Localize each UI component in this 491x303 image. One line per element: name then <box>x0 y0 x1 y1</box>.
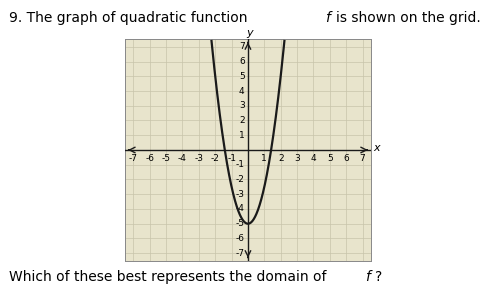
Text: y: y <box>246 28 253 38</box>
Text: -6: -6 <box>236 234 245 243</box>
Text: 2: 2 <box>239 116 245 125</box>
Text: is shown on the grid.: is shown on the grid. <box>336 11 481 25</box>
Text: 1: 1 <box>261 155 267 163</box>
Text: Which of these best represents the domain of: Which of these best represents the domai… <box>9 270 331 284</box>
Text: 1: 1 <box>239 131 245 140</box>
Text: 2: 2 <box>278 155 283 163</box>
Text: -4: -4 <box>236 205 245 214</box>
Text: 3: 3 <box>294 155 300 163</box>
Text: -3: -3 <box>236 190 245 199</box>
Text: -4: -4 <box>178 155 187 163</box>
Text: -2: -2 <box>236 175 245 184</box>
Text: 6: 6 <box>239 57 245 66</box>
Text: 6: 6 <box>343 155 349 163</box>
Text: -3: -3 <box>194 155 203 163</box>
Text: -6: -6 <box>145 155 154 163</box>
Text: 3: 3 <box>239 101 245 110</box>
Text: 9. The graph of quadratic function: 9. The graph of quadratic function <box>9 11 252 25</box>
Text: -7: -7 <box>236 249 245 258</box>
Text: f: f <box>325 11 330 25</box>
Text: 4: 4 <box>311 155 316 163</box>
Text: -1: -1 <box>227 155 236 163</box>
Text: f: f <box>365 270 370 284</box>
Text: x: x <box>373 143 380 153</box>
Text: -7: -7 <box>129 155 138 163</box>
Text: -2: -2 <box>211 155 219 163</box>
Text: ?: ? <box>375 270 382 284</box>
Text: -1: -1 <box>236 160 245 169</box>
Text: -5: -5 <box>162 155 170 163</box>
Text: 5: 5 <box>239 72 245 81</box>
Text: -5: -5 <box>236 219 245 228</box>
Text: 7: 7 <box>359 155 365 163</box>
Text: 4: 4 <box>239 86 245 95</box>
Text: 5: 5 <box>327 155 333 163</box>
Text: 7: 7 <box>239 42 245 51</box>
